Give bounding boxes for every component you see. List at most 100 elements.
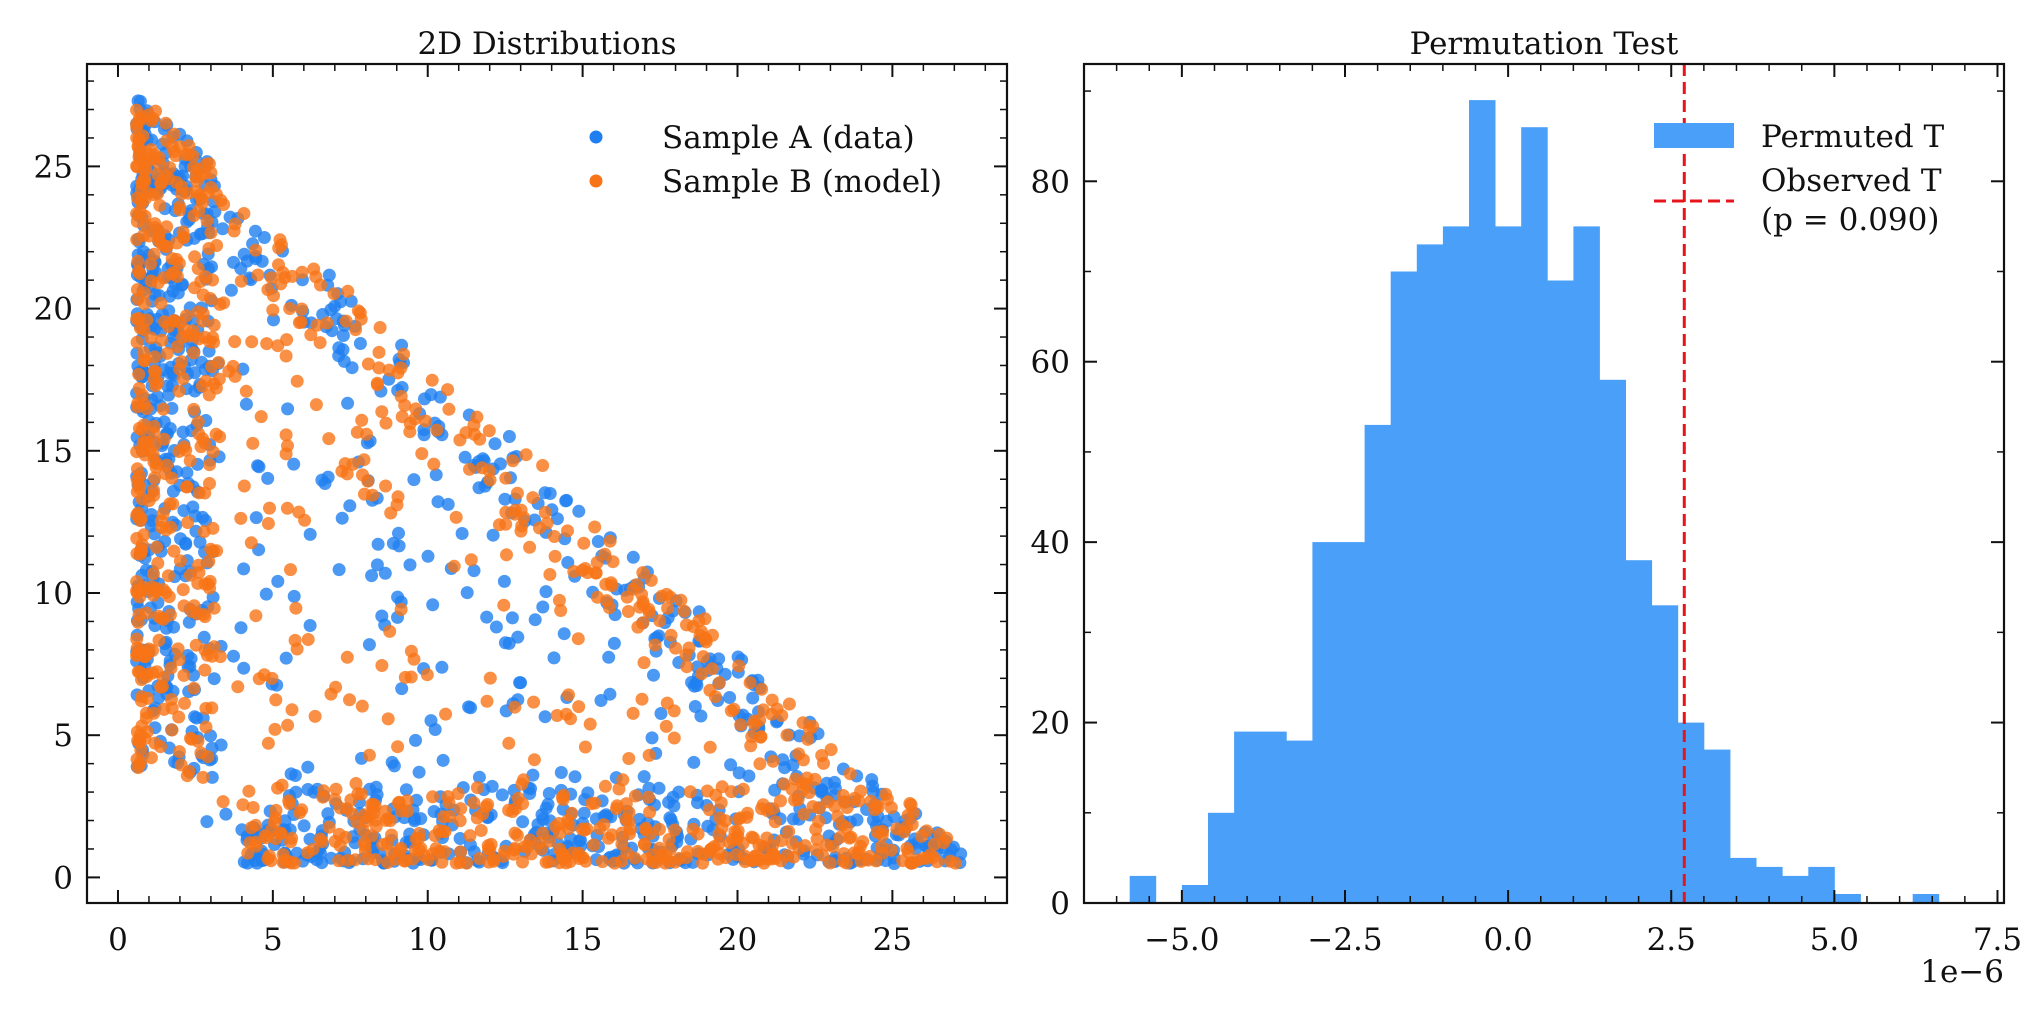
- scatter-point-sample-b: [234, 511, 248, 525]
- scatter-point-sample-b: [420, 668, 434, 682]
- scatter-point-sample-b: [137, 418, 151, 432]
- scatter-point-sample-a: [685, 675, 699, 689]
- scatter-point-sample-b: [358, 839, 372, 853]
- scatter-point-sample-b: [164, 661, 178, 675]
- histogram-bar: [1390, 271, 1418, 903]
- scatter-point-sample-a: [395, 682, 409, 696]
- scatter-point-sample-b: [332, 854, 346, 868]
- scatter-point-sample-b: [870, 825, 884, 839]
- y-tick-label: 20: [34, 292, 73, 328]
- scatter-point-sample-a: [539, 801, 553, 815]
- y-tick-label: 40: [1031, 525, 1070, 561]
- scatter-point-sample-b: [809, 822, 823, 836]
- scatter-point-sample-b: [622, 752, 636, 765]
- scatter-point-sample-b: [206, 521, 220, 535]
- scatter-point-sample-b: [136, 436, 150, 450]
- scatter-point-sample-b: [149, 584, 163, 598]
- scatter-point-sample-a: [691, 796, 704, 810]
- scatter-point-sample-b: [200, 214, 214, 228]
- scatter-point-sample-b: [729, 848, 743, 862]
- scatter-point-sample-a: [336, 329, 350, 342]
- scatter-point-sample-b: [358, 808, 372, 822]
- scatter-point-sample-a: [542, 787, 556, 800]
- scatter-point-sample-b: [840, 801, 854, 814]
- scatter-point-sample-a: [144, 508, 158, 521]
- histogram-bar: [1730, 857, 1757, 903]
- scatter-point-sample-b: [430, 423, 444, 437]
- scatter-point-sample-b: [703, 683, 717, 697]
- scatter-point-sample-b: [146, 644, 159, 657]
- scatter-point-sample-b: [280, 501, 294, 515]
- scatter-point-sample-b: [785, 836, 799, 850]
- scatter-point-sample-b: [268, 722, 282, 736]
- scatter-title: 2D Distributions: [417, 26, 676, 62]
- scatter-point-sample-a: [240, 254, 254, 268]
- scatter-point-sample-a: [467, 564, 481, 578]
- scatter-point-sample-b: [237, 479, 251, 493]
- scatter-point-sample-b: [175, 355, 189, 369]
- scatter-point-sample-b: [401, 804, 415, 818]
- scatter-point-sample-a: [426, 598, 440, 612]
- scatter-point-sample-a: [441, 497, 455, 511]
- scatter-point-sample-b: [442, 796, 456, 810]
- scatter-point-sample-b: [483, 473, 497, 487]
- scatter-point-sample-b: [341, 853, 355, 867]
- scatter-point-sample-b: [261, 736, 275, 750]
- histogram-axes-frame: [1082, 62, 2006, 905]
- scatter-point-sample-a: [332, 341, 346, 355]
- scatter-point-sample-b: [269, 803, 283, 817]
- scatter-point-sample-a: [547, 651, 561, 665]
- scatter-point-sample-a: [303, 832, 317, 846]
- scatter-point-sample-b: [322, 820, 336, 834]
- scatter-point-sample-b: [185, 732, 199, 746]
- scatter-point-sample-b: [839, 821, 853, 835]
- scatter-point-sample-b: [580, 822, 594, 836]
- scatter-point-sample-b: [181, 516, 195, 529]
- scatter-point-sample-b: [216, 795, 230, 809]
- scatter-point-sample-b: [373, 321, 387, 334]
- scatter-point-sample-b: [659, 719, 673, 733]
- scatter-point-sample-a: [239, 397, 253, 411]
- scatter-point-sample-b: [132, 367, 146, 381]
- scatter-point-sample-b: [189, 638, 203, 652]
- scatter-point-sample-b: [188, 250, 202, 264]
- scatter-point-sample-a: [814, 785, 828, 799]
- scatter-point-sample-b: [170, 176, 184, 189]
- x-tick-label: 15: [563, 922, 602, 958]
- scatter-point-sample-b: [398, 398, 412, 412]
- scatter-point-sample-b: [361, 852, 375, 866]
- scatter-point-sample-b: [252, 672, 266, 686]
- scatter-point-sample-b: [590, 590, 604, 604]
- scatter-point-sample-b: [588, 796, 602, 810]
- scatter-point-sample-b: [756, 798, 770, 812]
- x-tick-label: 5.0: [1810, 922, 1859, 958]
- scatter-point-sample-b: [595, 855, 609, 869]
- scatter-point-sample-b: [766, 839, 779, 853]
- scatter-point-sample-b: [536, 459, 550, 472]
- scatter-point-sample-b: [403, 425, 417, 439]
- scatter-point-sample-b: [179, 309, 193, 323]
- scatter-point-sample-b: [785, 782, 799, 796]
- scatter-point-sample-b: [322, 432, 336, 446]
- scatter-point-sample-b: [132, 381, 146, 395]
- scatter-point-sample-a: [626, 550, 640, 564]
- scatter-point-sample-a: [322, 268, 336, 282]
- scatter-point-sample-b: [755, 682, 769, 696]
- y-tick-label: 10: [34, 576, 73, 612]
- scatter-point-sample-b: [844, 830, 858, 844]
- scatter-point-sample-b: [149, 365, 163, 379]
- scatter-point-sample-a: [516, 815, 530, 829]
- scatter-point-sample-a: [197, 630, 211, 644]
- scatter-point-sample-a: [187, 231, 201, 245]
- scatter-point-sample-b: [173, 200, 187, 214]
- scatter-point-sample-b: [948, 856, 962, 870]
- scatter-point-sample-b: [597, 818, 611, 832]
- scatter-point-sample-b: [196, 307, 210, 321]
- scatter-point-sample-b: [395, 410, 409, 424]
- scatter-point-sample-b: [150, 665, 164, 679]
- scatter-point-sample-b: [152, 633, 166, 647]
- scatter-point-sample-a: [417, 428, 431, 442]
- scatter-point-sample-b: [172, 256, 186, 270]
- scatter-point-sample-b: [451, 787, 465, 801]
- scatter-point-sample-b: [177, 599, 191, 613]
